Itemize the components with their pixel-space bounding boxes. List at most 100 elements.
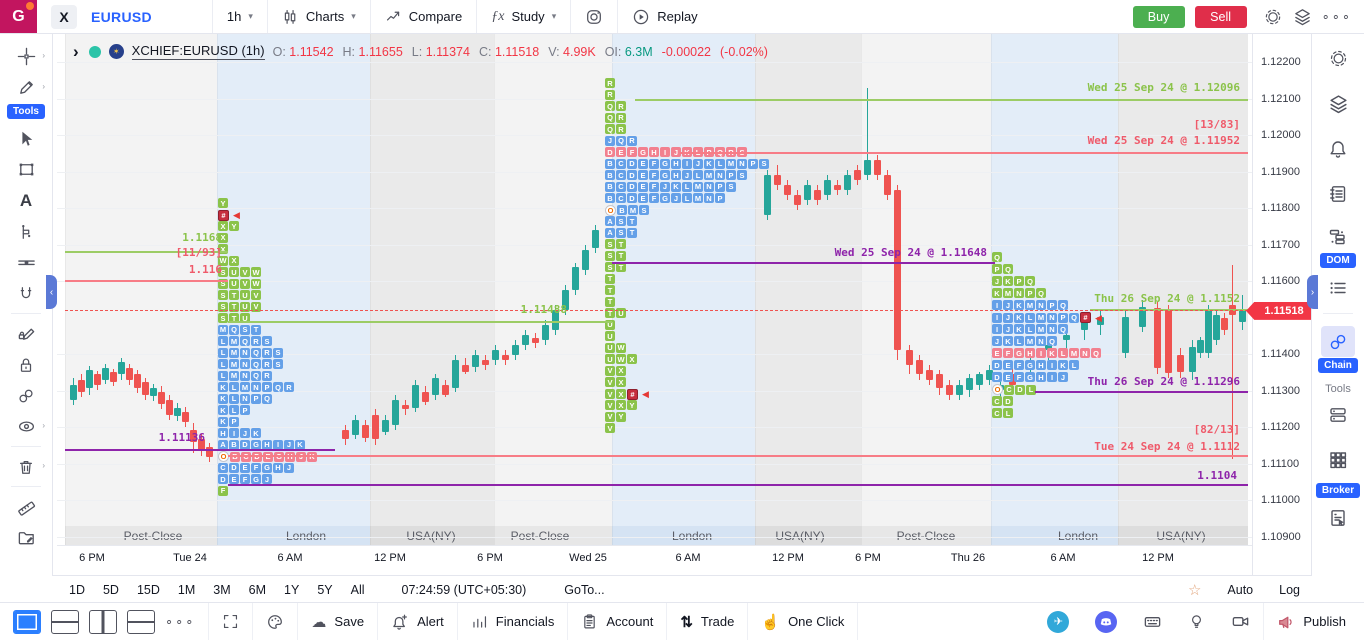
telegram-button[interactable]: ✈ [1034, 603, 1082, 640]
one-click-button[interactable]: ☝ One Click [748, 603, 859, 640]
ruler-tool[interactable] [9, 491, 43, 522]
legend-expand-chevron[interactable]: › [73, 42, 79, 61]
drawing-templates-tool[interactable] [9, 522, 43, 553]
time-axis[interactable]: 6 PM Tue 24 6 AM 12 PM 6 PM Wed 25 6 AM 12 PM 6 … [57, 545, 1252, 575]
goto-button[interactable]: GoTo... [564, 583, 605, 597]
buy-button[interactable]: Buy [1132, 5, 1185, 28]
study-menu[interactable]: ƒx Study ▾ [476, 0, 570, 33]
tpo-row: T [605, 273, 615, 284]
watchlist-button[interactable] [1321, 272, 1355, 303]
price-line[interactable] [1090, 309, 1248, 312]
left-rail-collapse-handle[interactable]: ‹ [46, 275, 57, 309]
screenshot-button[interactable] [570, 0, 617, 33]
text-tool[interactable]: A [9, 185, 43, 216]
layout-more-icon[interactable]: ∘∘∘ [165, 613, 196, 629]
save-button[interactable]: ☁ Save [298, 603, 379, 640]
fullscreen-button[interactable] [209, 603, 254, 640]
discord-icon [1095, 610, 1118, 633]
price-line[interactable] [228, 455, 1248, 458]
x-twitter-icon[interactable]: X [51, 4, 77, 29]
lock-drawing-tool[interactable] [9, 318, 43, 349]
range-1D[interactable]: 1D [69, 583, 85, 597]
journal-button[interactable] [1321, 178, 1355, 209]
horizontal-line-tool[interactable] [9, 247, 43, 278]
drawing-pen-tool[interactable]: › [9, 72, 45, 103]
broker-orders-button[interactable] [1321, 502, 1355, 533]
price-line[interactable] [65, 250, 228, 253]
video-button[interactable] [1218, 603, 1265, 640]
range-1M[interactable]: 1M [177, 583, 196, 597]
more-options-icon[interactable]: ∘∘∘ [1321, 8, 1352, 24]
discord-button[interactable] [1082, 603, 1130, 640]
range-3M[interactable]: 3M [213, 583, 231, 597]
cursor-tool[interactable] [9, 123, 43, 154]
range-1Y[interactable]: 1Y [284, 583, 300, 597]
range-5Y[interactable]: 5Y [317, 583, 333, 597]
layers-icon[interactable] [1293, 7, 1312, 26]
interval-select[interactable]: 1h ▾ [211, 0, 267, 33]
auto-scale-button[interactable]: Auto [1227, 583, 1254, 597]
dom-panel-button[interactable] [1321, 221, 1355, 252]
layout-grid-button[interactable] [127, 609, 155, 634]
price-line[interactable] [65, 449, 335, 452]
delete-drawings-tool[interactable]: › [9, 451, 45, 482]
compare-button[interactable]: Compare [369, 0, 476, 33]
range-15D[interactable]: 15D [136, 583, 160, 597]
rectangle-tool[interactable] [9, 154, 43, 185]
layout-single-button[interactable] [13, 609, 41, 634]
publish-button[interactable]: Publish [1264, 603, 1364, 640]
lock-all-tool[interactable] [9, 349, 43, 380]
app-logo[interactable]: G [0, 0, 37, 33]
link-drawings-tool[interactable] [9, 380, 43, 411]
price-line-label: Thu 26 Sep 24 @ 1.1152 [1094, 292, 1240, 305]
plot-area[interactable]: Post-Close London USA(NY) Post-Close London U… [57, 33, 1252, 575]
right-rail-collapse-handle[interactable]: › [1307, 275, 1318, 309]
legend-symbol-title[interactable]: XCHIEF:EURUSD (1h) [131, 43, 265, 60]
price-line[interactable] [65, 280, 228, 282]
range-All[interactable]: All [350, 583, 365, 597]
symbol-name[interactable]: EURUSD [91, 8, 152, 25]
keyboard-shortcuts-button[interactable] [1130, 603, 1175, 640]
account-button[interactable]: Account [568, 603, 668, 640]
layout-rows-button[interactable] [51, 609, 79, 634]
price-line[interactable] [1035, 390, 1248, 393]
apps-grid-button[interactable] [1321, 444, 1355, 475]
range-6M[interactable]: 6M [248, 583, 267, 597]
range-5D[interactable]: 5D [102, 583, 119, 597]
ideas-bulb-button[interactable] [1175, 603, 1218, 640]
price-line[interactable] [612, 262, 995, 265]
charts-menu[interactable]: Charts ▾ [266, 0, 370, 33]
tpo-cell: K [704, 158, 714, 169]
alert-button[interactable]: Alert [378, 603, 458, 640]
layer-manager-button[interactable] [1321, 88, 1355, 119]
alerts-button[interactable] [1321, 133, 1355, 164]
chain-tool-button[interactable] [1321, 326, 1355, 357]
price-line-label: [11/93] [175, 246, 222, 259]
chart-settings-button[interactable] [1321, 43, 1355, 74]
price-line[interactable] [635, 98, 1248, 101]
log-scale-button[interactable]: Log [1279, 583, 1300, 597]
price-range-tool[interactable] [9, 216, 43, 247]
settings-gear-icon[interactable] [1263, 7, 1283, 27]
price-axis[interactable]: 1.12200 1.12100 1.12000 1.11900 1.11800 1.117… [1246, 33, 1315, 575]
clock-display[interactable]: 07:24:59 (UTC+05:30) [401, 583, 527, 597]
theme-palette-button[interactable] [253, 603, 299, 640]
sell-button[interactable]: Sell [1194, 5, 1247, 28]
price-line[interactable] [228, 320, 612, 323]
financials-button[interactable]: Financials [458, 603, 569, 640]
replay-button[interactable]: Replay [617, 0, 711, 33]
trade-button[interactable]: ⇅ Trade [667, 603, 749, 640]
accounts-button[interactable] [1321, 399, 1355, 430]
favorite-star-icon[interactable]: ☆ [1187, 582, 1202, 599]
tpo-cell: Y [627, 400, 637, 410]
interval-value: 1h [226, 9, 242, 24]
crosshair-tool[interactable]: › [9, 41, 45, 72]
visibility-tool[interactable]: › [9, 411, 45, 442]
layout-columns-button[interactable] [89, 609, 117, 634]
price-line[interactable] [228, 484, 1248, 487]
price-line[interactable] [65, 310, 1248, 312]
tpo-cell: T [627, 216, 637, 226]
tpo-cell: K [1014, 324, 1024, 334]
magnet-tool[interactable] [9, 278, 43, 309]
price-line[interactable] [680, 151, 1248, 154]
